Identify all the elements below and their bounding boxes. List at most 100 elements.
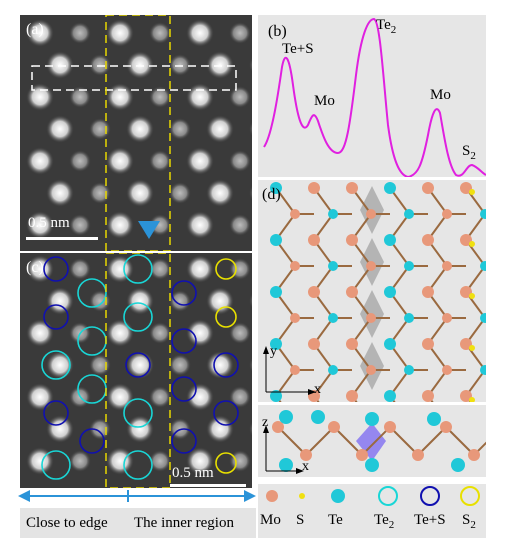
legend-te-s: Te+S xyxy=(414,512,446,528)
legend-symbols xyxy=(266,486,480,506)
lattice-atom xyxy=(270,234,282,246)
stem-atom xyxy=(206,351,234,379)
lattice-atom xyxy=(460,338,472,350)
side-atom-te xyxy=(311,410,325,424)
axis-z-label: z xyxy=(262,415,269,430)
lattice-atom xyxy=(328,313,338,323)
lattice-atom xyxy=(290,261,300,271)
stem-atom xyxy=(69,450,91,472)
lattice-atom xyxy=(270,286,282,298)
stem-atom xyxy=(46,179,74,207)
stem-atom xyxy=(26,19,54,47)
stem-atom xyxy=(69,214,91,236)
atom-ring-marker xyxy=(215,258,237,280)
legend-s: S xyxy=(296,512,305,528)
column-selection-box xyxy=(105,15,171,251)
stem-atom xyxy=(89,118,111,140)
stem-atom xyxy=(69,86,91,108)
stem-atom xyxy=(229,86,251,108)
axis-x-label: x xyxy=(314,382,321,397)
lattice-atom xyxy=(422,338,434,350)
stem-atom xyxy=(229,450,251,472)
intensity-curve xyxy=(263,17,486,177)
atom-ring-marker xyxy=(125,352,151,378)
stem-atom xyxy=(89,290,111,312)
peak-label-te2: Te2 xyxy=(376,17,397,36)
stem-atom xyxy=(249,357,252,373)
atom-ring-marker xyxy=(41,450,71,480)
stem-atom xyxy=(106,83,134,111)
panel-b-label: (b) xyxy=(268,23,287,40)
legend-te2: Te2 xyxy=(374,512,395,531)
atom-ring-marker xyxy=(123,398,153,428)
stem-atom xyxy=(126,415,154,443)
lattice-atom xyxy=(442,313,452,323)
peak-label-te-s: Te+S xyxy=(282,41,314,57)
stem-atom xyxy=(229,214,251,236)
peak-label-mo-1: Mo xyxy=(314,93,335,109)
stem-atom xyxy=(46,415,74,443)
atom-ring-marker xyxy=(123,254,153,284)
legend-s2: S2 xyxy=(462,512,476,531)
stem-atom xyxy=(249,57,252,73)
stem-atom xyxy=(149,214,171,236)
lattice-atom xyxy=(384,338,396,350)
side-atom-te xyxy=(451,458,465,472)
atom-ring-marker xyxy=(171,280,197,306)
edge-marker-arrow xyxy=(138,221,160,239)
stem-atom xyxy=(26,147,54,175)
axis-x-side-label: x xyxy=(302,459,309,474)
stem-atom xyxy=(106,147,134,175)
atom-ring-marker xyxy=(41,350,71,380)
lattice-atom xyxy=(422,390,434,402)
lattice-atom xyxy=(366,209,376,219)
stem-atom xyxy=(26,211,54,239)
stem-atom xyxy=(206,51,234,79)
stem-atom xyxy=(149,322,171,344)
stem-atom xyxy=(169,118,191,140)
close-to-edge-label: Close to edge xyxy=(20,508,134,538)
side-atom-te xyxy=(279,410,293,424)
panel-c-stem-image: (c) 0.5 nm xyxy=(20,253,252,488)
row-selection-box xyxy=(31,65,237,91)
lattice-atom xyxy=(328,365,338,375)
lattice-atom xyxy=(442,261,452,271)
atom-ring-marker xyxy=(43,256,69,282)
lattice-atom xyxy=(346,182,358,194)
side-atom xyxy=(412,449,424,461)
lattice-atom xyxy=(308,338,320,350)
stem-atom xyxy=(186,319,214,347)
stem-atom xyxy=(46,115,74,143)
lattice-atom xyxy=(422,286,434,298)
stem-atom xyxy=(149,150,171,172)
lattice-atom xyxy=(366,365,376,375)
panel-a-scale-text: 0.5 nm xyxy=(28,215,70,231)
stem-atom xyxy=(206,287,234,315)
legend-te: Te xyxy=(328,512,343,528)
lattice-atom xyxy=(404,365,414,375)
panel-a-atoms xyxy=(26,15,252,251)
stem-atom xyxy=(149,386,171,408)
lattice-atom xyxy=(346,286,358,298)
panel-c-scalebar: 0.5 nm xyxy=(170,465,250,487)
atom-ring-marker xyxy=(215,306,237,328)
legend-mo: Mo xyxy=(260,512,281,528)
stem-atom xyxy=(249,421,252,437)
stem-atom xyxy=(69,258,91,280)
lattice-atom xyxy=(270,390,282,402)
lattice-atom xyxy=(328,261,338,271)
stem-atom xyxy=(126,287,154,315)
stem-atom xyxy=(26,447,54,475)
side-atom xyxy=(328,421,340,433)
lattice-atom xyxy=(384,234,396,246)
stem-atom xyxy=(126,115,154,143)
lattice-atom xyxy=(346,338,358,350)
lattice-atom xyxy=(404,313,414,323)
lattice-atom xyxy=(460,286,472,298)
stem-atom xyxy=(186,447,214,475)
stem-atom xyxy=(186,255,214,283)
stem-atom xyxy=(249,293,252,309)
stem-atom xyxy=(206,115,234,143)
lattice-atom xyxy=(442,365,452,375)
peak-label-mo-2: Mo xyxy=(430,87,451,103)
